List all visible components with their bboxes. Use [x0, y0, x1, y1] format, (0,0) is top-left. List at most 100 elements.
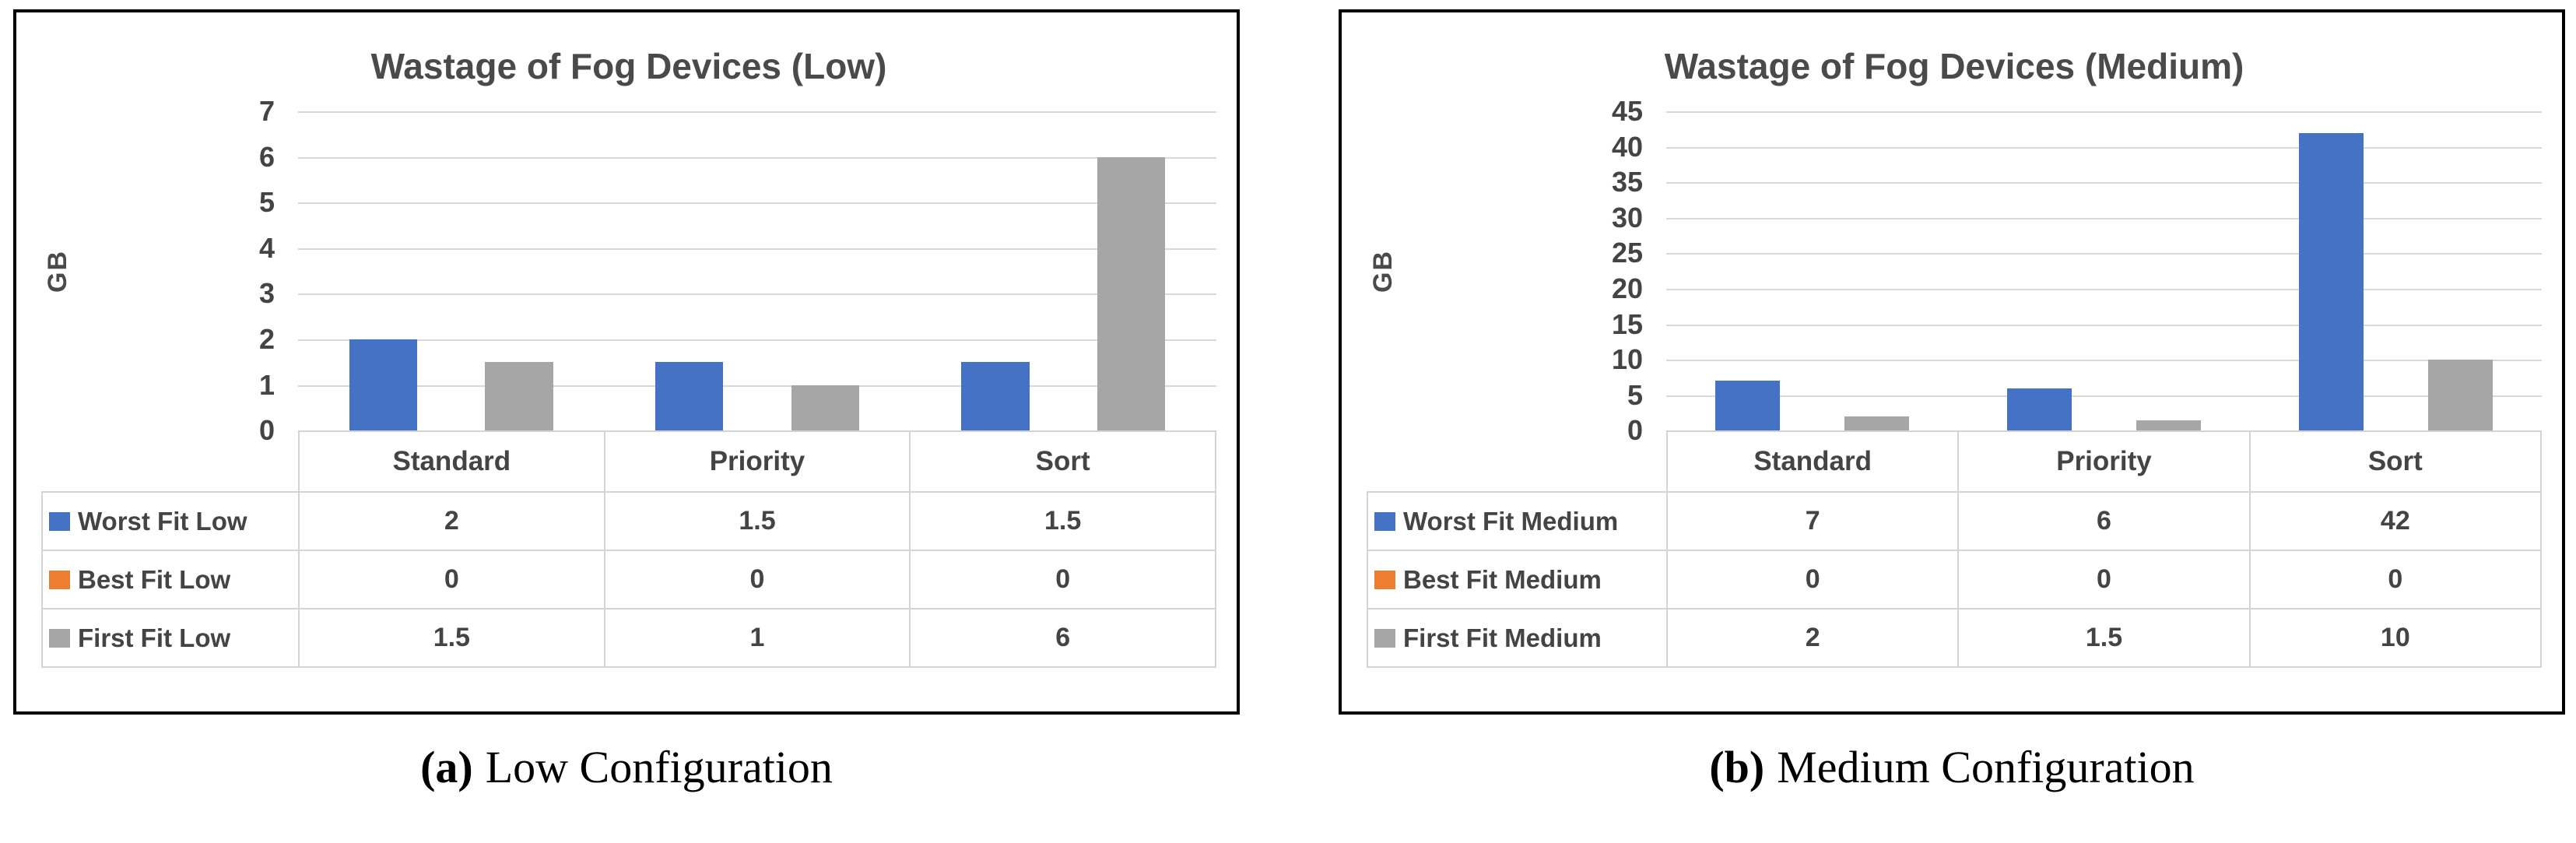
caption-text: Medium Configuration: [1777, 742, 2195, 792]
y-tick-label: 4: [258, 231, 275, 264]
table-corner-cell: [1367, 431, 1667, 492]
y-tick-label: 30: [1611, 201, 1643, 234]
value-cell: 1.5: [909, 491, 1216, 552]
y-tick-label: 15: [1611, 307, 1643, 340]
category-header-standard: Standard: [298, 430, 605, 494]
data-table: Standard Priority Sort Worst Fit Low 2 1.5 1.5…: [41, 430, 1216, 669]
legend-key-icon: [49, 570, 70, 589]
bar-worst-fit-low-sort: [961, 362, 1030, 431]
value-cell: 0: [909, 550, 1216, 610]
y-tick-label: 1: [258, 368, 275, 401]
figure-caption: (a) Low Configuration: [13, 741, 1240, 793]
series-label: First Fit Medium: [1403, 623, 1602, 652]
table-header-row: Standard Priority Sort: [42, 430, 1216, 494]
table-row: Worst Fit Medium 7 6 42: [1367, 491, 2543, 552]
value-cell: 1.5: [1957, 608, 2251, 669]
figure-caption: (b) Medium Configuration: [1339, 741, 2565, 793]
series-label-cell: Best Fit Medium: [1367, 550, 1668, 610]
table-header-row: Standard Priority Sort: [1367, 430, 2543, 494]
value-cell: 6: [1957, 491, 2251, 552]
data-table: Standard Priority Sort Worst Fit Medium 7 6 42…: [1367, 430, 2543, 669]
series-label: First Fit Low: [78, 623, 231, 652]
figure-medium: Wastage of Fog Devices (Medium) GB 0 5 10 1…: [1339, 9, 2565, 793]
chart-title: Wastage of Fog Devices (Low): [370, 46, 887, 86]
gridline: [1666, 111, 2542, 114]
y-axis-title: GB: [43, 249, 72, 293]
gridline: [298, 339, 1216, 342]
value-cell: 10: [2248, 608, 2543, 669]
series-label: Worst Fit Medium: [1403, 506, 1619, 536]
bar-first-fit-low-standard: [485, 362, 553, 431]
y-tick-label: 40: [1611, 130, 1643, 163]
gridline: [1666, 253, 2542, 255]
series-label-cell: Best Fit Low: [41, 550, 300, 610]
value-cell: 1.5: [298, 608, 605, 669]
gridline: [1666, 288, 2542, 290]
table-row: First Fit Low 1.5 1 6: [41, 608, 1216, 669]
caption-marker: (a): [420, 742, 473, 792]
series-label-cell: Worst Fit Medium: [1367, 491, 1668, 552]
bar-worst-fit-low-priority: [655, 362, 724, 431]
y-tick-label: 7: [258, 95, 275, 128]
gridline: [298, 385, 1216, 387]
legend-key-icon: [1374, 570, 1395, 589]
y-axis: GB 0 1 2 3 4 5 6 7: [41, 97, 298, 444]
plot-area: [1666, 111, 2542, 431]
bar-first-fit-medium-sort: [2428, 360, 2494, 431]
value-cell: 7: [1665, 491, 1960, 552]
y-tick-label: 45: [1611, 95, 1643, 128]
caption-text: Low Configuration: [485, 742, 833, 792]
gridline: [298, 156, 1216, 159]
gridline: [298, 202, 1216, 205]
value-cell: 0: [603, 550, 911, 610]
bar-worst-fit-medium-priority: [2006, 388, 2072, 431]
table-row: First Fit Medium 2 1.5 10: [1367, 608, 2543, 669]
gridline: [1666, 324, 2542, 326]
category-header-priority: Priority: [1957, 430, 2251, 494]
legend-key-icon: [1374, 511, 1395, 531]
value-cell: 0: [2248, 550, 2543, 610]
y-tick-label: 0: [1627, 414, 1643, 447]
category-header-priority: Priority: [603, 430, 911, 494]
table-row: Worst Fit Low 2 1.5 1.5: [41, 491, 1216, 552]
bar-worst-fit-medium-standard: [1714, 381, 1780, 431]
bar-first-fit-low-priority: [791, 385, 860, 431]
bar-worst-fit-low-standard: [349, 339, 417, 431]
legend-key-icon: [49, 511, 70, 531]
gridline: [298, 248, 1216, 250]
bar-first-fit-low-sort: [1097, 156, 1166, 431]
value-cell: 0: [298, 550, 605, 610]
value-cell: 0: [1665, 550, 1960, 610]
series-label-cell: First Fit Medium: [1367, 608, 1668, 669]
y-tick-label: 6: [258, 140, 275, 173]
value-cell: 1: [603, 608, 911, 669]
value-cell: 1.5: [603, 491, 911, 552]
gridline: [1666, 217, 2542, 220]
series-label-cell: First Fit Low: [41, 608, 300, 669]
value-cell: 2: [298, 491, 605, 552]
bar-first-fit-medium-priority: [2136, 420, 2202, 431]
chart-title: Wastage of Fog Devices (Medium): [1664, 46, 2244, 86]
series-label: Best Fit Low: [78, 564, 231, 594]
y-axis-title-wrap: GB: [43, 111, 73, 430]
gridline: [298, 293, 1216, 296]
category-header-sort: Sort: [2248, 430, 2543, 494]
y-axis-title: GB: [1368, 249, 1398, 293]
legend-key-icon: [1374, 628, 1395, 648]
y-tick-label: 3: [258, 277, 275, 310]
chart-panel-medium: Wastage of Fog Devices (Medium) GB 0 5 10 1…: [1339, 9, 2565, 715]
y-tick-label: 20: [1611, 272, 1643, 304]
data-table-body: Standard Priority Sort Worst Fit Low 2 1.5 1.5…: [41, 430, 1216, 669]
value-cell: 0: [1957, 550, 2251, 610]
gridline: [298, 111, 1216, 114]
table-row: Best Fit Low 0 0 0: [41, 550, 1216, 610]
chart-area: GB 0 1 2 3 4 5 6 7: [41, 97, 1216, 444]
bar-worst-fit-medium-sort: [2298, 132, 2364, 431]
y-tick-label: 35: [1611, 166, 1643, 198]
data-table-body: Standard Priority Sort Worst Fit Medium 7 6 42…: [1367, 430, 2543, 669]
plot-area: [298, 111, 1216, 431]
series-label: Worst Fit Low: [78, 506, 247, 536]
y-axis-title-wrap: GB: [1368, 111, 1399, 430]
